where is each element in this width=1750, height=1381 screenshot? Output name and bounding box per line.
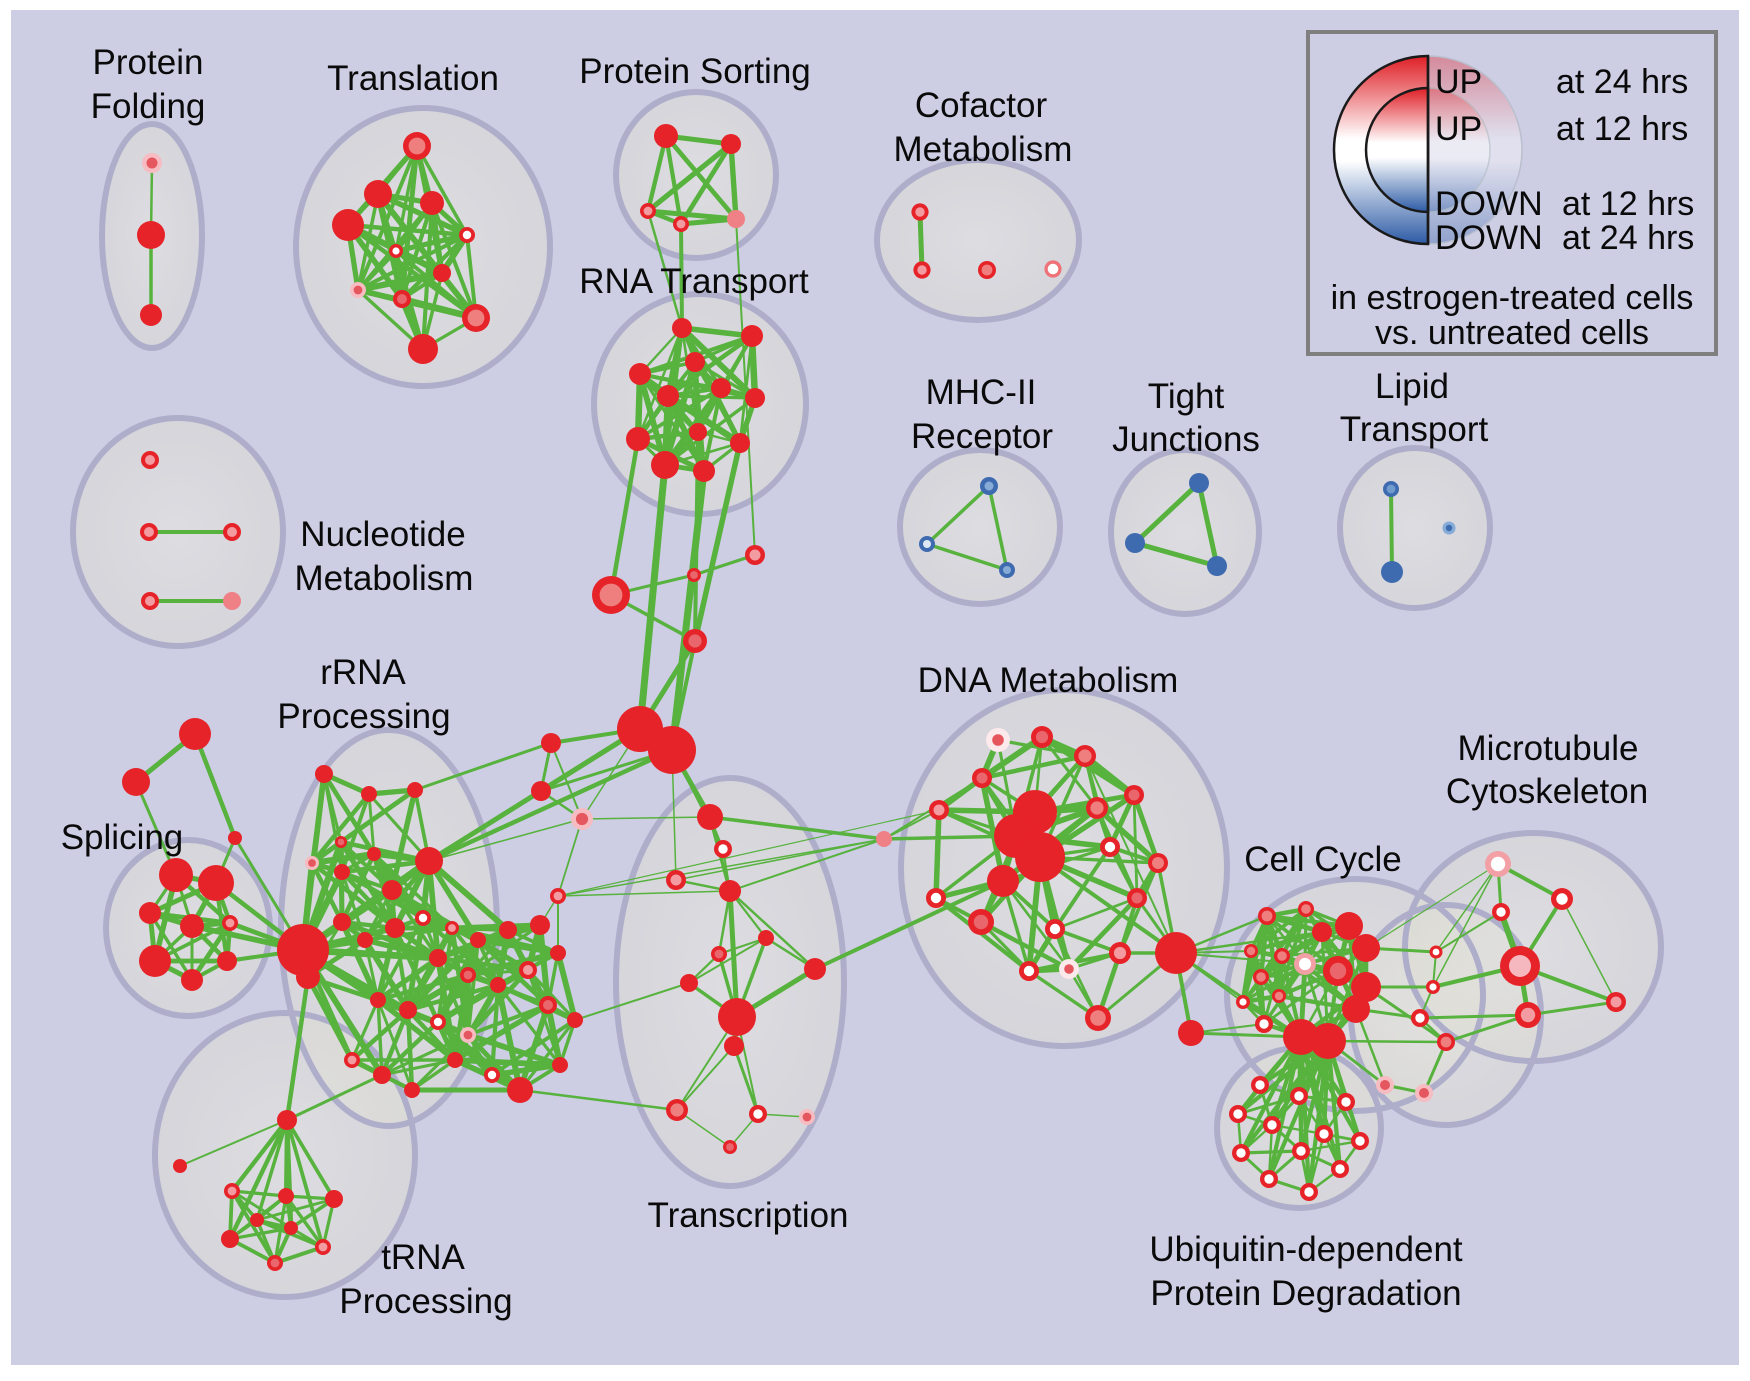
svg-text:Transcription: Transcription: [648, 1196, 849, 1235]
svg-text:Protein: Protein: [93, 43, 204, 82]
svg-text:Lipid: Lipid: [1375, 367, 1449, 406]
svg-text:Ubiquitin-dependent: Ubiquitin-dependent: [1149, 1230, 1463, 1269]
svg-text:in estrogen-treated cells: in estrogen-treated cells: [1331, 279, 1694, 317]
svg-text:vs. untreated cells: vs. untreated cells: [1375, 314, 1649, 352]
svg-text:Receptor: Receptor: [911, 417, 1053, 456]
svg-text:UP: UP: [1435, 110, 1482, 148]
svg-text:Microtubule: Microtubule: [1458, 729, 1639, 768]
svg-text:DOWN: DOWN: [1435, 185, 1543, 223]
svg-text:Transport: Transport: [1340, 410, 1489, 449]
svg-text:Junctions: Junctions: [1112, 420, 1260, 459]
svg-text:at 24 hrs: at 24 hrs: [1556, 63, 1688, 101]
svg-text:at 12 hrs: at 12 hrs: [1562, 185, 1694, 223]
svg-text:DOWN: DOWN: [1435, 219, 1543, 257]
svg-text:Metabolism: Metabolism: [295, 559, 474, 598]
svg-text:Translation: Translation: [327, 59, 499, 98]
svg-text:at 24 hrs: at 24 hrs: [1562, 219, 1694, 257]
svg-text:UP: UP: [1435, 63, 1482, 101]
svg-text:Cofactor: Cofactor: [915, 86, 1048, 125]
svg-text:Processing: Processing: [277, 697, 450, 736]
svg-text:Cytoskeleton: Cytoskeleton: [1446, 772, 1648, 811]
svg-text:Protein Degradation: Protein Degradation: [1150, 1274, 1461, 1313]
svg-text:Tight: Tight: [1148, 377, 1225, 416]
svg-text:rRNA: rRNA: [320, 653, 406, 692]
svg-text:at 12 hrs: at 12 hrs: [1556, 110, 1688, 148]
svg-text:Splicing: Splicing: [61, 818, 184, 857]
svg-text:MHC-II: MHC-II: [926, 373, 1037, 412]
svg-text:Protein Sorting: Protein Sorting: [579, 52, 811, 91]
svg-text:RNA Transport: RNA Transport: [579, 262, 809, 301]
svg-text:Metabolism: Metabolism: [894, 130, 1073, 169]
svg-text:Folding: Folding: [91, 87, 206, 126]
svg-text:tRNA: tRNA: [381, 1238, 465, 1277]
svg-text:Nucleotide: Nucleotide: [300, 515, 465, 554]
svg-text:DNA Metabolism: DNA Metabolism: [918, 661, 1179, 700]
svg-text:Processing: Processing: [339, 1282, 512, 1321]
svg-text:Cell Cycle: Cell Cycle: [1244, 840, 1402, 879]
